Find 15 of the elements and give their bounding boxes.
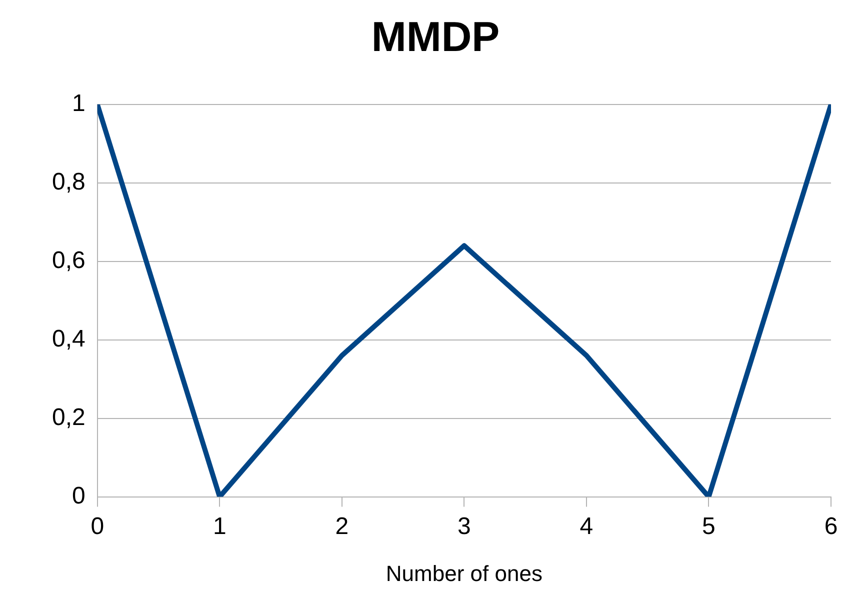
x-tick-label: 0	[90, 512, 104, 540]
x-tick-label: 6	[824, 512, 838, 540]
x-tick-label: 2	[335, 512, 349, 540]
y-tick-label: 0,8	[52, 168, 86, 196]
x-axis-title: Number of ones	[386, 560, 542, 586]
y-tick-label: 0,6	[52, 246, 86, 274]
y-tick-label: 0,2	[52, 404, 86, 431]
x-tick-label: 4	[580, 512, 594, 540]
x-tick-label: 3	[458, 512, 471, 540]
y-tick-label: 0,4	[52, 325, 86, 352]
y-tick-label: 0	[72, 482, 86, 510]
x-tick-label: 5	[702, 512, 716, 540]
x-tick-label: 1	[212, 512, 226, 540]
y-tick-label: 1	[72, 90, 86, 118]
chart-title: MMDP	[371, 12, 500, 60]
